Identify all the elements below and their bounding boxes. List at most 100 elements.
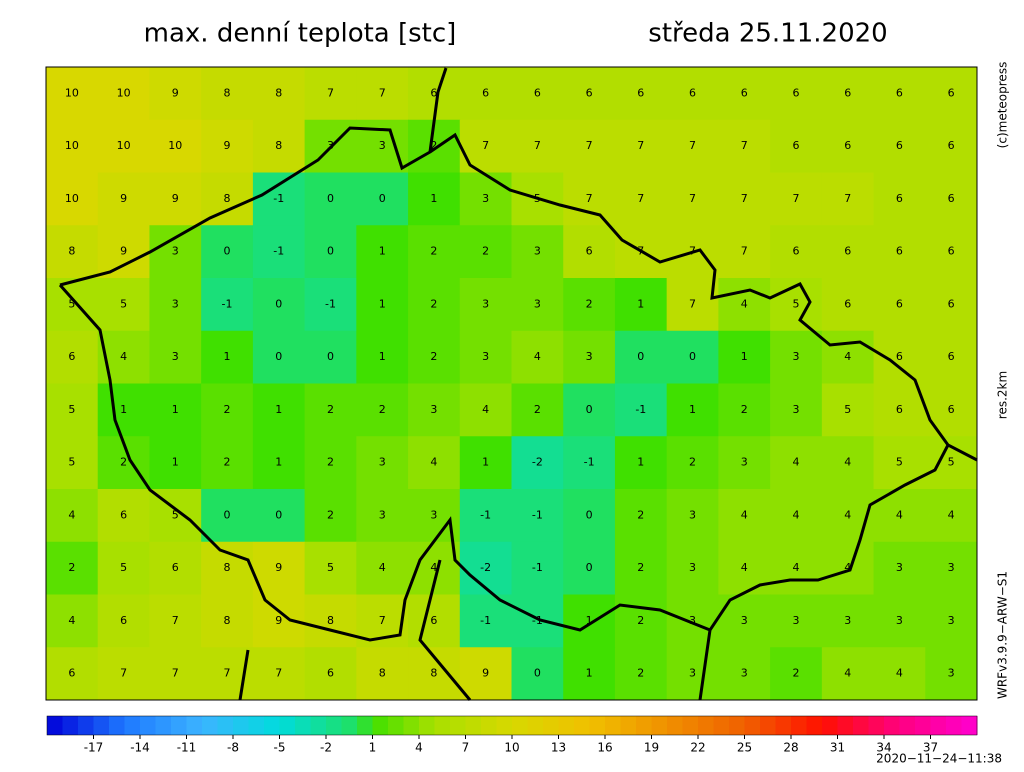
colorbar-segment — [264, 716, 280, 735]
grid-cell — [925, 278, 978, 332]
grid-value: 6 — [172, 561, 179, 574]
grid-cell — [459, 383, 512, 437]
grid-value: 3 — [430, 403, 437, 416]
grid-value: 7 — [689, 139, 696, 152]
grid-cell — [46, 172, 99, 226]
grid-value: 2 — [327, 403, 334, 416]
colorbar-segment — [217, 716, 234, 735]
grid-cell — [459, 647, 512, 701]
grid-value: -1 — [584, 456, 595, 469]
grid-value: 3 — [172, 245, 179, 258]
grid-value: 4 — [482, 403, 489, 416]
colorbar-segment — [961, 716, 978, 735]
colorbar-segment — [496, 716, 513, 735]
grid-cell — [718, 436, 771, 490]
grid-cell — [821, 541, 875, 595]
grid-cell — [873, 119, 926, 173]
grid-value: 3 — [534, 297, 541, 310]
grid-value: 6 — [948, 139, 955, 152]
grid-cell — [718, 172, 771, 226]
colorbar-tick-label: 4 — [415, 741, 423, 755]
grid-cell — [770, 647, 823, 701]
grid-cell — [925, 119, 978, 173]
grid-value: 2 — [741, 403, 748, 416]
grid-cell — [770, 383, 823, 437]
grid-value: 9 — [172, 192, 179, 205]
grid-cell — [46, 436, 99, 490]
colorbar-segment — [202, 716, 218, 735]
grid-cell — [252, 647, 306, 701]
grid-cell — [459, 172, 512, 226]
grid-cell — [666, 541, 719, 595]
grid-cell — [718, 119, 771, 173]
grid-cell — [304, 383, 357, 437]
grid-cell — [925, 172, 978, 226]
grid-cell — [511, 67, 564, 121]
grid-value: 4 — [534, 350, 541, 363]
grid-value: 7 — [224, 667, 231, 680]
grid-value: 0 — [586, 508, 593, 521]
grid-value: 3 — [896, 561, 903, 574]
grid-cell — [408, 278, 461, 332]
grid-cell — [563, 67, 616, 121]
colorbar-segment — [93, 716, 110, 735]
grid-value: 6 — [896, 139, 903, 152]
colorbar-segment — [47, 716, 63, 735]
grid-value: 1 — [482, 456, 489, 469]
grid-cell — [873, 541, 926, 595]
grid-value: 3 — [741, 667, 748, 680]
grid-value: 3 — [482, 297, 489, 310]
grid-value: 3 — [689, 667, 696, 680]
grid-cell — [873, 278, 926, 332]
grid-value: 3 — [379, 139, 386, 152]
grid-value: 6 — [68, 667, 75, 680]
grid-cell — [821, 647, 875, 701]
grid-cell — [46, 330, 99, 384]
grid-value: 3 — [948, 667, 955, 680]
grid-cell — [770, 436, 823, 490]
grid-value: 10 — [117, 139, 131, 152]
grid-value: 10 — [168, 139, 182, 152]
grid-value: 6 — [896, 192, 903, 205]
grid-cell — [563, 541, 616, 595]
grid-cell — [770, 67, 823, 121]
grid-cell — [666, 278, 719, 332]
grid-cell — [563, 594, 616, 648]
grid-value: 0 — [327, 245, 334, 258]
grid-value: 7 — [586, 192, 593, 205]
grid-cell — [149, 67, 202, 121]
grid-value: 5 — [68, 297, 75, 310]
colorbar-tick-label: 37 — [923, 741, 938, 755]
grid-value: 4 — [896, 667, 903, 680]
grid-value: -1 — [532, 614, 543, 627]
colorbar-tick-label: -2 — [320, 741, 332, 755]
grid-value: 7 — [120, 667, 127, 680]
grid-cell — [563, 278, 616, 332]
copyright-label: (c)meteopress — [996, 62, 1010, 149]
grid-value: 0 — [586, 561, 593, 574]
colorbar-tick-label: 25 — [737, 741, 752, 755]
country-borders — [58, 67, 978, 701]
grid-cell — [511, 383, 564, 437]
grid-value: 0 — [275, 297, 282, 310]
grid-cell — [201, 330, 254, 384]
grid-value: 7 — [172, 614, 179, 627]
grid-cell — [97, 647, 150, 701]
colorbar-segment — [915, 716, 931, 735]
grid-value: 8 — [275, 86, 282, 99]
grid-value: 0 — [327, 350, 334, 363]
colorbar-segment — [667, 716, 683, 735]
grid-cell — [614, 383, 668, 437]
grid-value: 6 — [948, 192, 955, 205]
grid-value: 7 — [534, 139, 541, 152]
timestamp: 2020−11−24−11:38 — [876, 752, 1002, 766]
grid-value: 4 — [741, 561, 748, 574]
grid-value: 7 — [741, 192, 748, 205]
grid-cell — [821, 436, 875, 490]
grid-value: 5 — [172, 508, 179, 521]
grid-cell — [511, 119, 564, 173]
colorbar-tick-label: 19 — [644, 741, 659, 755]
grid-cell — [201, 594, 254, 648]
grid-value: 4 — [844, 508, 851, 521]
grid-value: 2 — [586, 297, 593, 310]
